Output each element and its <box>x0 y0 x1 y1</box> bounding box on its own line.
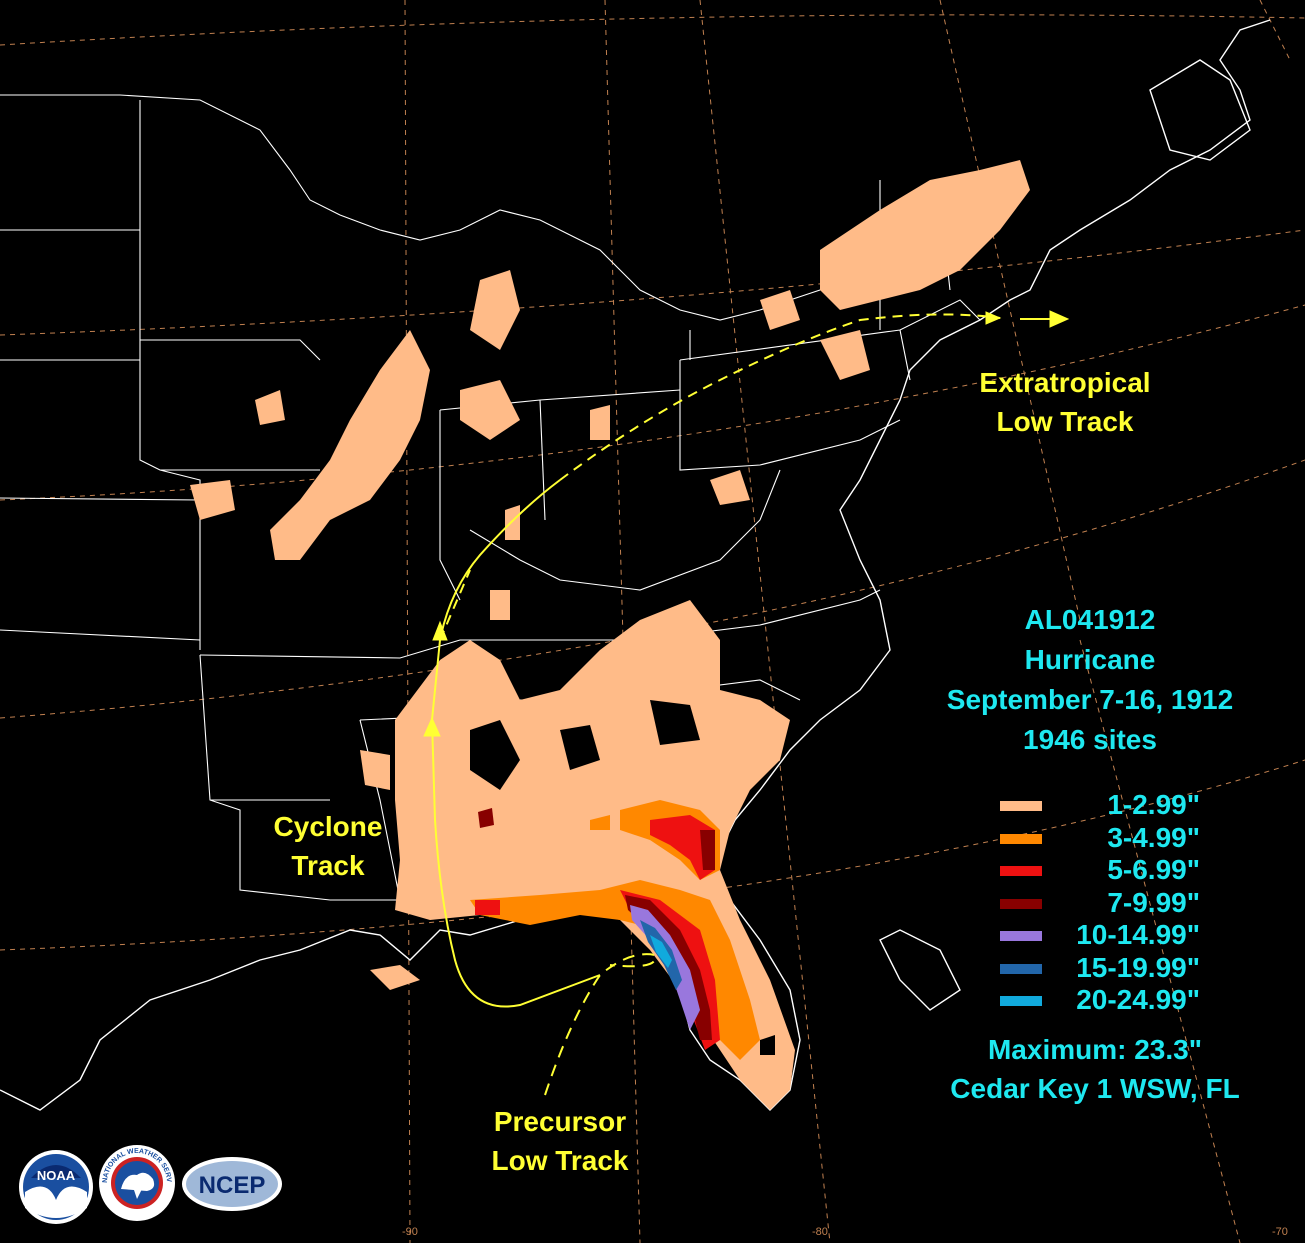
legend-swatch <box>1000 898 1042 909</box>
legend-label: 15-19.99" <box>1076 951 1200 983</box>
track-arrows <box>423 310 1070 737</box>
cyclone-label: Cyclone Track <box>248 807 408 885</box>
noaa-logo: NOAA <box>19 1150 93 1224</box>
precursor-label: Precursor Low Track <box>460 1102 660 1180</box>
legend-label: 3-4.99" <box>1107 821 1200 853</box>
legend-label: 20-24.99" <box>1076 984 1200 1015</box>
cyclone-track <box>431 479 601 1008</box>
longitude-label: -90 <box>402 1226 418 1238</box>
no-rain-areas <box>470 700 775 1055</box>
legend-swatch <box>1000 866 1042 876</box>
maximum-value: Maximum: 23.3" <box>987 1034 1203 1065</box>
arrow-north-icon <box>423 716 441 737</box>
legend-swatch <box>1000 801 1042 811</box>
legend-label: 5-6.99" <box>1107 854 1200 885</box>
extratropical-label-line2: Low Track <box>996 406 1134 437</box>
legend-swatch <box>1000 996 1042 1006</box>
legend-label: 1-2.99" <box>1107 789 1200 820</box>
storm-info: AL041912 Hurricane September 7-16, 1912 … <box>910 600 1270 760</box>
legend-swatch <box>1000 931 1042 941</box>
storm-dates: September 7-16, 1912 <box>946 684 1234 715</box>
arrow-east-icon <box>985 311 1002 325</box>
precursor-track <box>544 953 657 1096</box>
extratropical-label: Extratropical Low Track <box>945 363 1185 441</box>
arrow-north-icon <box>432 620 448 641</box>
maximum-info: Maximum: 23.3" Cedar Key 1 WSW, FL <box>915 1030 1275 1108</box>
cyclone-label-line2: Track <box>291 850 365 881</box>
longitude-label: -70 <box>1272 1226 1288 1238</box>
noaa-logo-text: NOAA <box>37 1168 76 1183</box>
arrow-east-icon <box>1049 310 1070 328</box>
extratropical-track <box>439 313 1001 641</box>
ncep-logo-text: NCEP <box>199 1172 266 1199</box>
rain-20-25 <box>650 935 672 968</box>
legend-swatch <box>1000 963 1042 974</box>
legend-swatch <box>1000 833 1042 844</box>
ncep-logo: NCEP <box>182 1157 282 1211</box>
legend-label: 7-9.99" <box>1107 886 1200 918</box>
maximum-location: Cedar Key 1 WSW, FL <box>950 1073 1240 1104</box>
longitude-label: -80 <box>812 1226 828 1238</box>
storm-id: AL041912 <box>1024 604 1156 635</box>
extratropical-label-line1: Extratropical <box>979 367 1151 398</box>
precursor-label-line1: Precursor <box>493 1106 627 1137</box>
cyclone-label-line1: Cyclone <box>273 811 383 842</box>
storm-type: Hurricane <box>1024 644 1156 675</box>
precursor-label-line2: Low Track <box>491 1145 629 1176</box>
legend-label: 10-14.99" <box>1076 919 1200 950</box>
nws-logo: NATIONAL WEATHER SERVICE <box>97 1143 175 1221</box>
site-count: 1946 sites <box>1023 724 1157 755</box>
